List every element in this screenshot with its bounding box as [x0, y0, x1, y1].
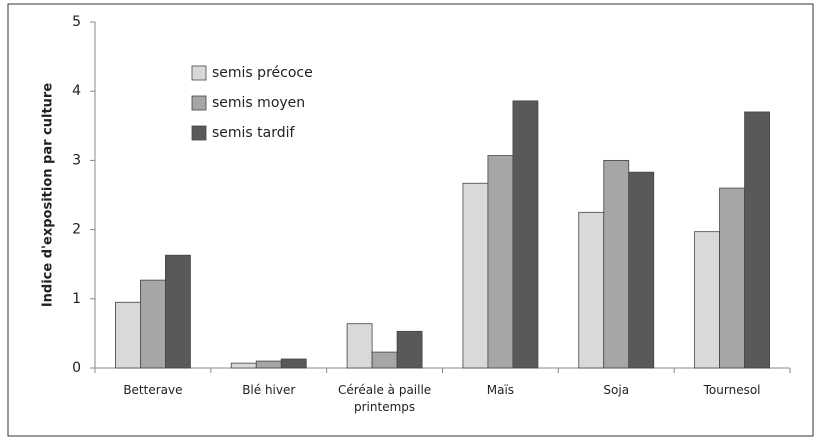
y-tick-label: 2 — [72, 222, 81, 238]
bar — [396, 330, 423, 369]
bar — [165, 254, 191, 369]
y-tick-label: 5 — [72, 14, 81, 30]
x-tick-label: Maïs — [486, 383, 515, 397]
x-tick-label: Céréale à paille printemps — [337, 383, 432, 414]
bar — [694, 231, 720, 369]
x-tick-label: Blé hiver — [242, 383, 296, 397]
bar — [487, 155, 514, 369]
legend-label: semis tardif — [212, 125, 296, 141]
legend-label: semis moyen — [212, 95, 305, 111]
bar — [578, 211, 605, 369]
bar — [346, 323, 373, 369]
x-tick-label: Soja — [603, 383, 630, 397]
x-tick-label: Betterave — [123, 383, 183, 397]
legend-label: semis précoce — [212, 65, 313, 81]
bar — [512, 100, 539, 369]
bar — [719, 187, 745, 369]
bar — [140, 279, 166, 369]
bar — [280, 358, 307, 369]
x-tick-label: Tournesol — [703, 383, 761, 397]
bar — [603, 159, 630, 369]
frame — [7, 3, 814, 437]
legend-swatch — [191, 95, 207, 111]
bar — [462, 182, 489, 369]
bar — [628, 171, 655, 369]
bar — [371, 351, 398, 369]
y-tick-label: 4 — [72, 83, 81, 99]
y-tick-label: 0 — [72, 360, 81, 376]
y-tick-label: 3 — [72, 152, 81, 168]
legend-swatch — [191, 65, 207, 81]
y-axis-title: Indice d'exposition par culture — [41, 83, 56, 308]
bar — [115, 301, 141, 369]
legend-swatch — [191, 125, 207, 141]
y-tick-label: 1 — [72, 291, 81, 307]
bar — [255, 360, 282, 369]
bar — [230, 362, 257, 369]
bar — [744, 111, 770, 369]
